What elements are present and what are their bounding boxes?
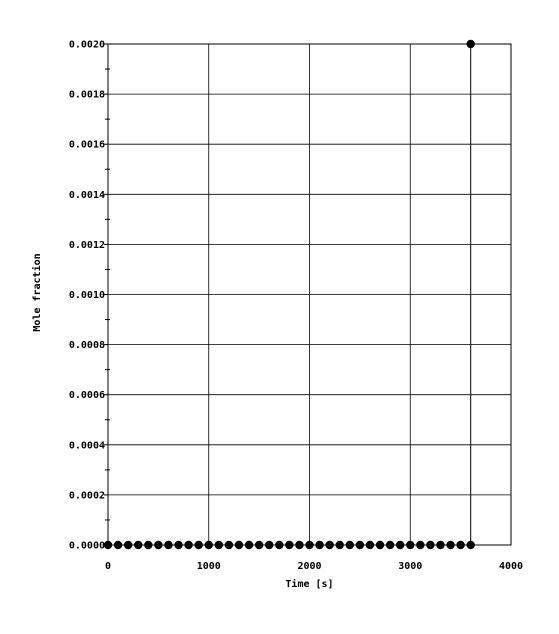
data-point (174, 540, 183, 550)
data-point (375, 540, 385, 550)
data-point (466, 540, 475, 550)
data-point (406, 540, 415, 550)
series (103, 39, 475, 550)
data-point (416, 540, 425, 550)
y-tick-label: 0.0014 (69, 190, 105, 201)
x-tick-labels: 0 1000 2000 3000 4000 (105, 561, 523, 572)
data-point (113, 540, 123, 550)
data-point (123, 540, 133, 550)
data-point (446, 540, 455, 550)
data-point (365, 540, 375, 550)
data-point (164, 540, 173, 550)
x-axis-label: Time [s] (285, 578, 333, 590)
data-point (335, 540, 344, 550)
y-tick-label: 0.0020 (69, 40, 105, 51)
data-point (275, 540, 284, 550)
data-point (184, 540, 193, 550)
y-tick-label: 0.0004 (69, 440, 105, 451)
y-tick-label: 0.0018 (69, 90, 105, 101)
data-point (426, 540, 435, 550)
data-point (456, 540, 465, 550)
data-point (385, 540, 395, 550)
y-tick-label: 0.0002 (69, 490, 105, 501)
data-point (315, 540, 324, 550)
data-point (214, 540, 224, 550)
x-tick-label: 3000 (398, 561, 422, 572)
data-point (134, 540, 143, 550)
data-point (345, 540, 354, 550)
y-tick-labels: 0.0000 0.0002 0.0004 0.0006 0.0008 0.0010 0.00… (69, 40, 105, 552)
x-tick-label: 1000 (197, 561, 221, 572)
data-point (144, 540, 153, 550)
data-point (395, 540, 405, 550)
data-point (244, 540, 254, 550)
data-point (265, 540, 274, 550)
data-point (103, 540, 113, 550)
y-tick-label: 0.0010 (69, 290, 105, 301)
data-point (224, 540, 234, 550)
y-tick-label: 0.0008 (69, 340, 105, 351)
x-tick-label: 0 (105, 561, 111, 572)
y-tick-label: 0.0006 (69, 390, 105, 401)
data-point (204, 540, 213, 550)
data-point (305, 540, 314, 550)
data-point (466, 39, 475, 49)
data-point (285, 540, 294, 550)
y-tick-label: 0.0000 (69, 541, 105, 552)
x-tick-label: 2000 (297, 561, 321, 572)
y-tick-label: 0.0012 (69, 240, 105, 251)
data-point (254, 540, 264, 550)
y-tick-label: 0.0016 (69, 140, 105, 151)
data-point (436, 540, 445, 550)
data-point (295, 540, 304, 550)
data-point (234, 540, 244, 550)
data-point (154, 540, 163, 550)
data-point (355, 540, 365, 550)
y-axis-label: Mole fraction (31, 253, 43, 331)
x-tick-label: 4000 (499, 561, 523, 572)
grid (107, 43, 512, 546)
data-point (325, 540, 334, 550)
data-point (194, 540, 203, 550)
